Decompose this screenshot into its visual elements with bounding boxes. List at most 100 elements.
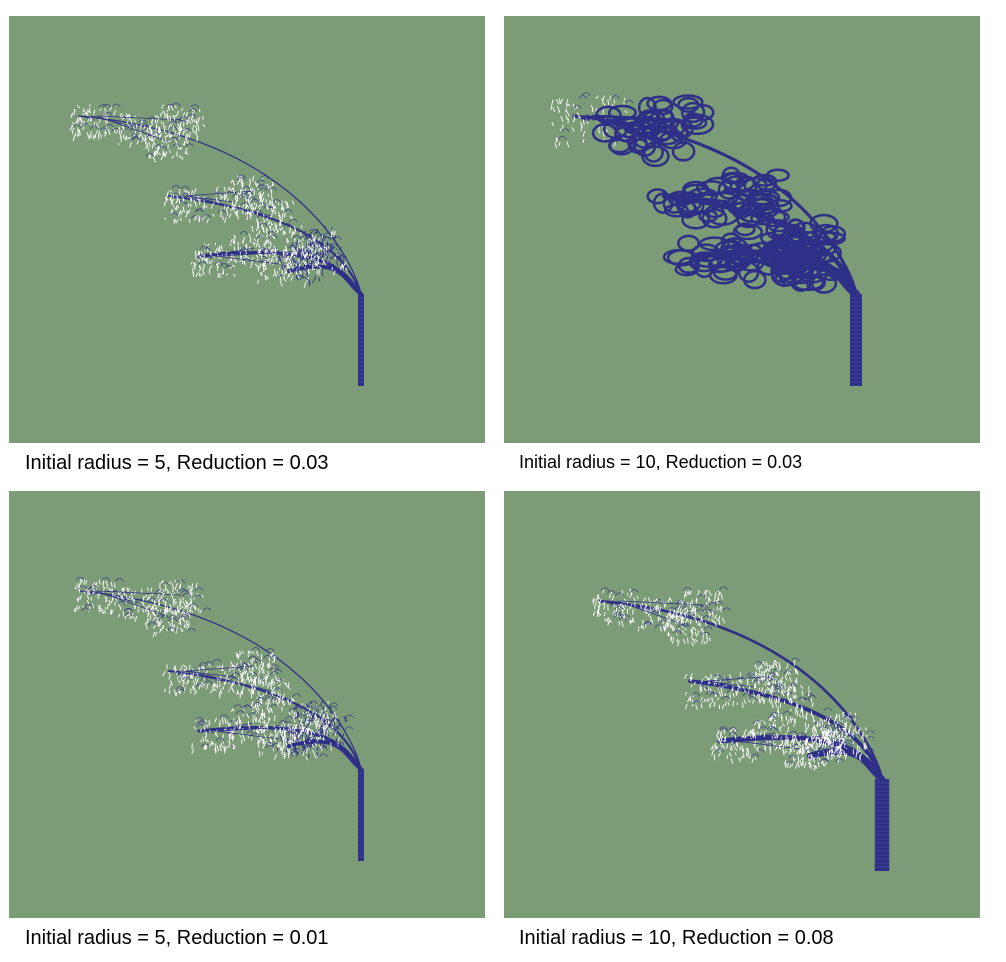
leaf xyxy=(242,735,246,742)
leaf xyxy=(237,655,240,660)
leaf-stem xyxy=(265,696,274,700)
leaf xyxy=(571,126,575,132)
leaf xyxy=(687,637,689,644)
leaf-stem xyxy=(842,715,851,719)
leaf xyxy=(284,257,288,263)
leaf xyxy=(576,112,581,119)
leaf xyxy=(123,134,125,139)
leaf-stem xyxy=(323,236,332,241)
leaf-stem xyxy=(200,743,210,748)
leaf-stem xyxy=(329,702,339,707)
leaf xyxy=(812,731,816,737)
leaf xyxy=(82,120,85,127)
leaf xyxy=(190,674,194,679)
leaf xyxy=(752,733,755,739)
coil xyxy=(791,274,825,292)
leaf xyxy=(326,255,329,260)
leaf xyxy=(148,604,151,608)
leaf xyxy=(229,243,232,246)
leaf xyxy=(759,720,762,726)
leaf xyxy=(79,594,82,600)
leaf xyxy=(707,596,712,602)
leaf xyxy=(813,764,816,768)
leaf xyxy=(706,601,708,606)
coil xyxy=(810,273,838,294)
leaf xyxy=(652,607,656,611)
leaf xyxy=(829,739,833,744)
leaf xyxy=(799,743,802,748)
leaf xyxy=(550,104,553,110)
leaf xyxy=(97,133,100,140)
leaf xyxy=(848,717,852,721)
leaf xyxy=(261,680,264,685)
leaf xyxy=(91,603,95,609)
leaf xyxy=(739,757,742,763)
leaf xyxy=(855,752,858,758)
leaf-stem xyxy=(269,697,279,702)
leaf-stem xyxy=(683,587,692,591)
leaf xyxy=(280,724,283,728)
leaf-stem xyxy=(248,655,258,660)
leaf-stem xyxy=(706,609,716,613)
leaf xyxy=(292,256,295,263)
leaf xyxy=(278,217,282,221)
leaf xyxy=(597,609,600,615)
leaf xyxy=(119,595,124,601)
leaf xyxy=(250,262,253,268)
leaf xyxy=(289,228,291,234)
leaf xyxy=(796,761,800,768)
leaf xyxy=(197,125,200,132)
leaf xyxy=(251,705,255,710)
leaf xyxy=(162,580,164,585)
leaf xyxy=(226,673,229,681)
leaf xyxy=(681,630,685,634)
leaf xyxy=(146,130,150,133)
leaf xyxy=(169,609,173,613)
leaf xyxy=(188,599,193,606)
leaf-stem xyxy=(719,586,728,590)
leaf xyxy=(622,605,626,610)
leaf-stem xyxy=(250,732,260,737)
leaf xyxy=(232,264,235,268)
leaf xyxy=(815,724,819,728)
leaf xyxy=(302,252,306,258)
leaf xyxy=(254,717,257,723)
leaf xyxy=(684,619,688,626)
leaf xyxy=(194,215,197,221)
leaf-stem xyxy=(187,113,197,118)
leaf xyxy=(836,734,840,740)
leaf xyxy=(224,217,227,223)
leaf-stem xyxy=(789,683,798,687)
leaf xyxy=(227,260,231,264)
leaf-stem xyxy=(194,587,204,591)
leaf xyxy=(88,606,91,613)
foliage-cluster xyxy=(591,114,696,168)
leaf xyxy=(160,112,162,117)
leaf xyxy=(220,691,223,695)
leaf xyxy=(189,197,192,201)
leaf-stem xyxy=(129,133,139,137)
leaf xyxy=(170,104,174,111)
leaf xyxy=(72,135,76,142)
leaf xyxy=(823,735,825,739)
leaf xyxy=(184,605,187,609)
leaf xyxy=(841,727,845,731)
leaf xyxy=(717,590,721,594)
coil xyxy=(674,119,694,138)
leaf xyxy=(212,685,215,692)
leaf xyxy=(681,618,685,625)
leaf xyxy=(258,720,262,724)
coil xyxy=(692,104,715,121)
leaf xyxy=(147,145,150,152)
leaf xyxy=(788,691,790,696)
leaf xyxy=(130,118,133,124)
leaf xyxy=(265,725,268,729)
leaf xyxy=(746,748,749,754)
leaf xyxy=(858,752,863,759)
leaf-stem xyxy=(676,599,686,604)
leaf xyxy=(283,732,287,738)
leaf xyxy=(156,618,159,622)
leaf xyxy=(784,675,788,681)
leaf xyxy=(209,252,212,256)
leaf xyxy=(156,149,159,154)
